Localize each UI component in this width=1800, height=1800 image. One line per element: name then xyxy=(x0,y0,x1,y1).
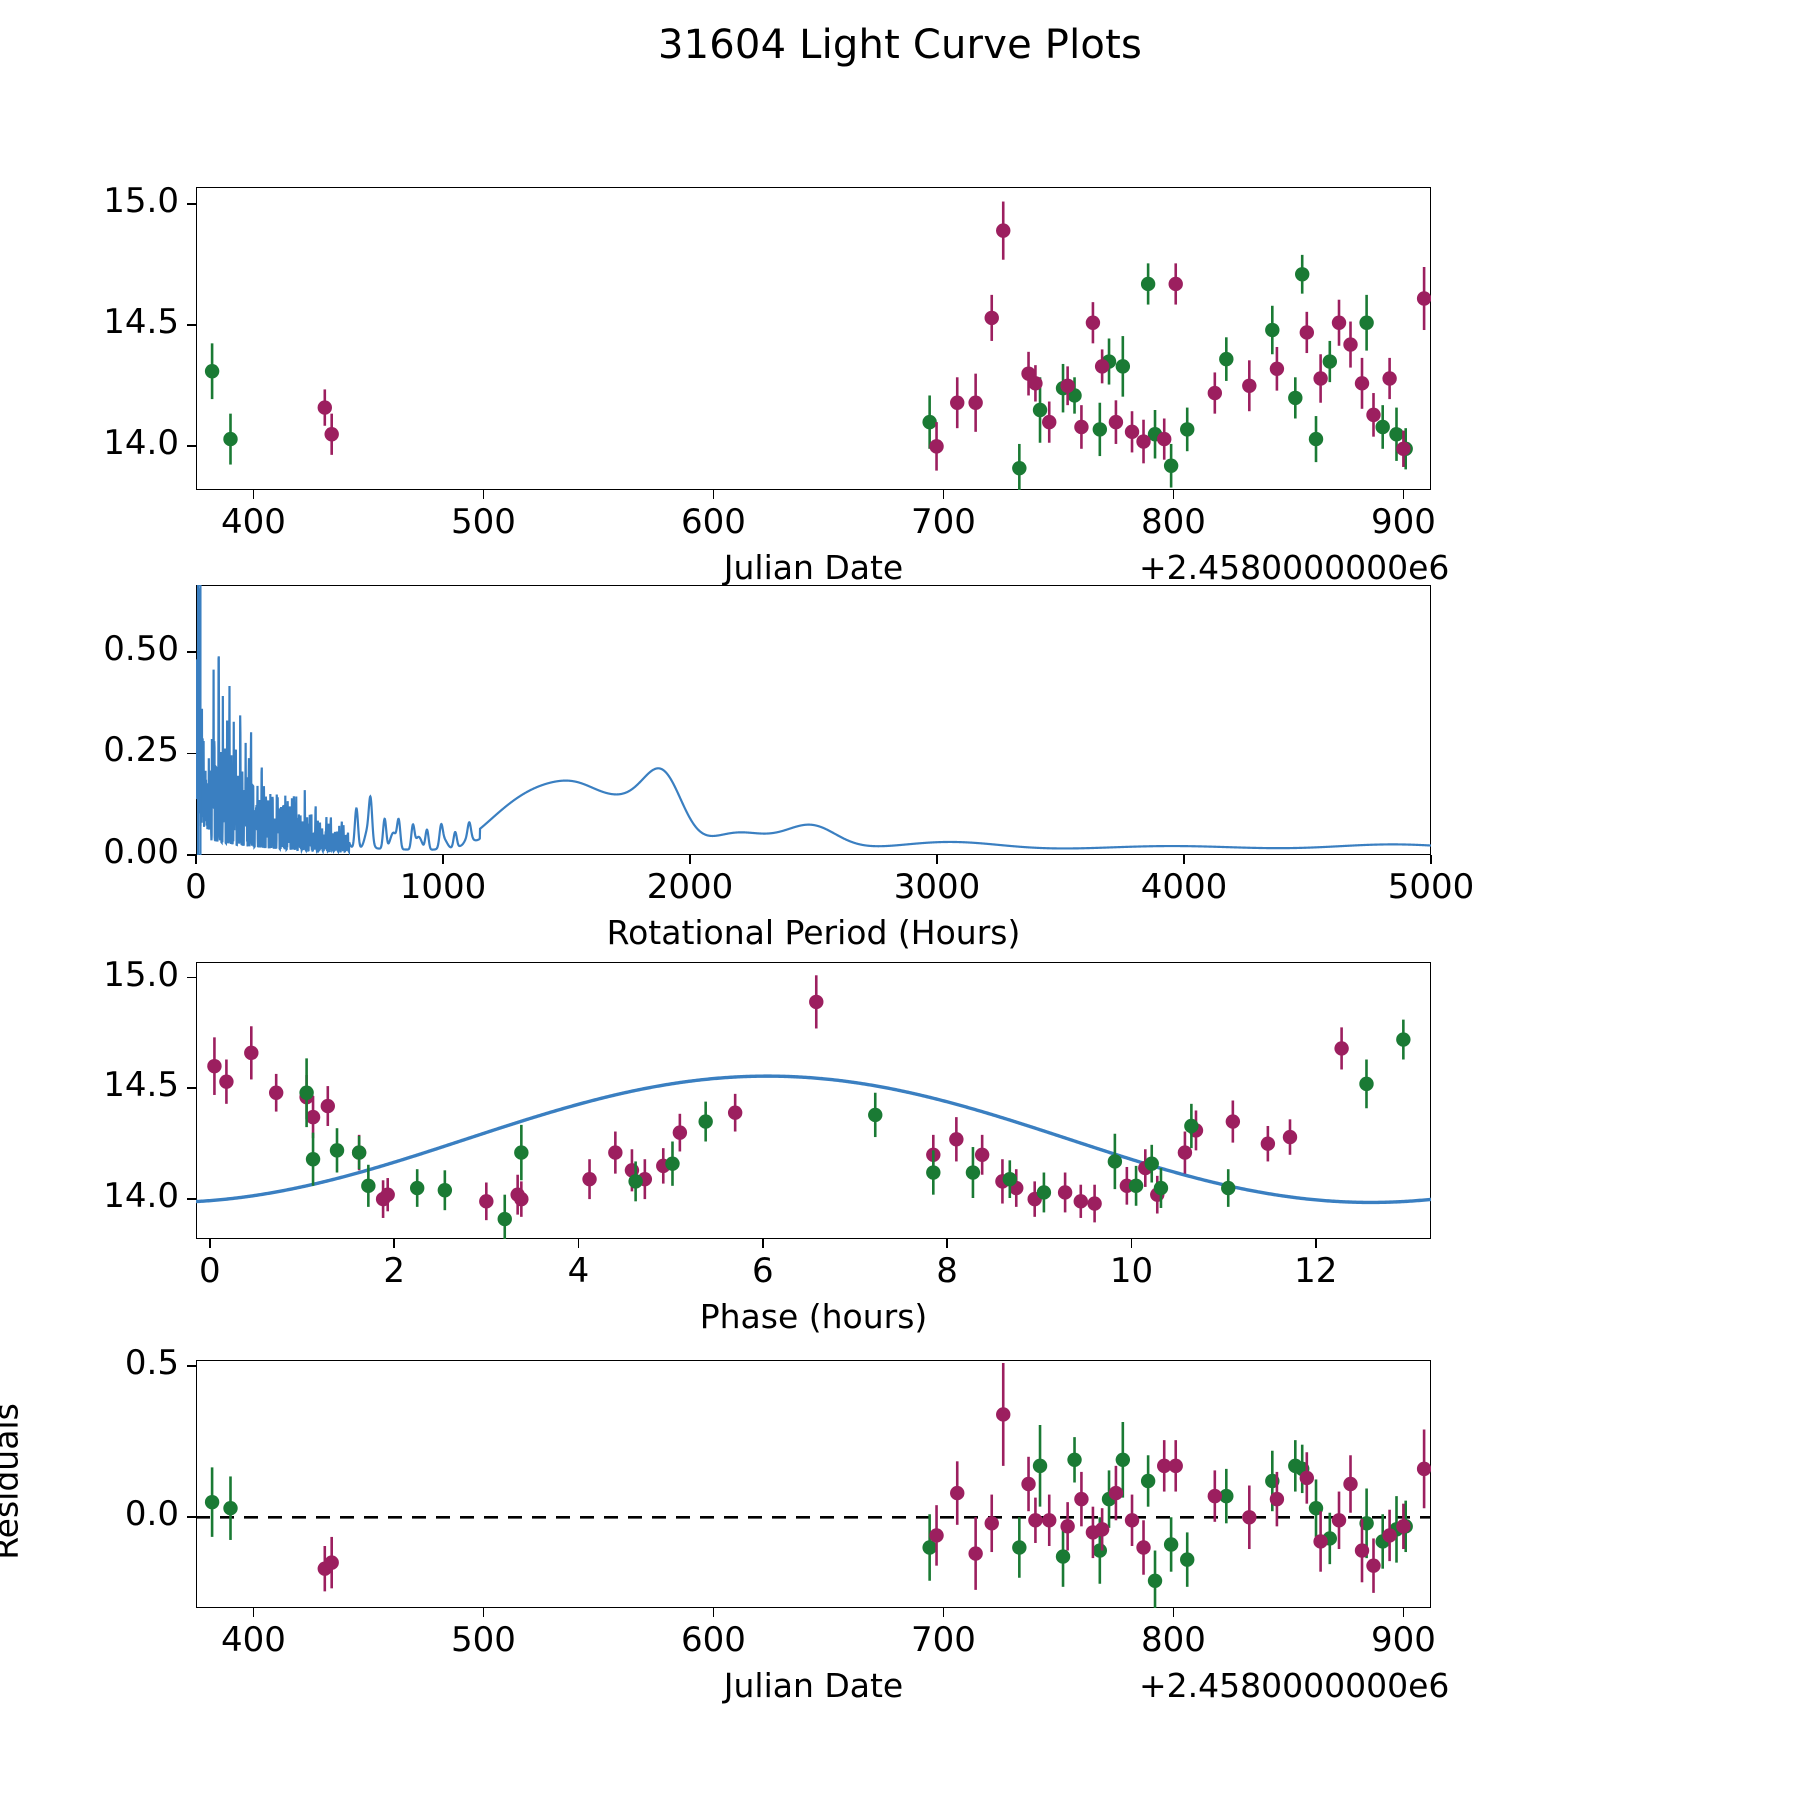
series-series_a xyxy=(317,201,1431,471)
x-tick-label: 0 xyxy=(185,867,207,907)
y-tick-mark xyxy=(187,324,196,327)
x-tick-label: 2 xyxy=(383,1251,405,1291)
x-tick-label: 4 xyxy=(567,1251,590,1291)
x-tick-mark xyxy=(195,855,197,864)
series-series_b xyxy=(204,254,1413,490)
y-tick-label: 0.0 xyxy=(124,1494,179,1535)
series-series_a xyxy=(317,1363,1431,1593)
page-title: 31604 Light Curve Plots xyxy=(657,22,1143,68)
y-tick-mark xyxy=(187,1365,196,1367)
panel4-plot-area xyxy=(196,1363,1431,1608)
x-tick-label: 6 xyxy=(751,1251,774,1291)
x-tick-mark xyxy=(946,1239,949,1248)
x-tick-label: 400 xyxy=(221,502,286,542)
y-tick-label: 14.5 xyxy=(103,1065,179,1106)
y-tick-mark xyxy=(187,1198,196,1200)
x-tick-label: 900 xyxy=(1370,1620,1436,1660)
y-tick-mark xyxy=(187,1516,196,1519)
y-tick-label: 0.5 xyxy=(124,1343,179,1384)
x-tick-label: 4000 xyxy=(1140,867,1228,907)
x-tick-mark xyxy=(936,855,938,864)
x-tick-mark xyxy=(442,855,444,864)
x-tick-mark xyxy=(252,1608,255,1617)
x-tick-label: 700 xyxy=(910,502,976,542)
y-tick-mark xyxy=(187,203,196,205)
x-tick-label: 500 xyxy=(451,1620,516,1660)
panel1-x-offset-text: +2.4580000000e6 xyxy=(1139,548,1450,587)
x-tick-label: 600 xyxy=(681,502,746,542)
series-series_b xyxy=(204,1422,1413,1608)
x-tick-mark xyxy=(1430,855,1432,864)
x-tick-label: 12 xyxy=(1294,1251,1338,1291)
x-tick-label: 900 xyxy=(1370,502,1436,542)
x-tick-mark xyxy=(1172,490,1175,499)
x-tick-mark xyxy=(1172,1608,1175,1617)
x-tick-mark xyxy=(208,1239,211,1248)
y-tick-label: 15.0 xyxy=(103,954,179,995)
x-tick-label: 8 xyxy=(936,1251,958,1291)
y-tick-label: 0.25 xyxy=(103,730,179,771)
panel1-plot-area xyxy=(204,201,1431,490)
x-tick-label: 400 xyxy=(221,1620,286,1660)
y-tick-mark xyxy=(187,651,196,653)
x-tick-label: 0 xyxy=(198,1251,221,1291)
y-tick-label: 15.0 xyxy=(103,180,179,221)
panel4-x-offset-text: +2.4580000000e6 xyxy=(1139,1666,1450,1705)
x-tick-label: 1000 xyxy=(399,867,487,907)
y-tick-mark xyxy=(187,1087,196,1090)
x-tick-mark xyxy=(761,1239,764,1248)
x-tick-mark xyxy=(482,490,485,499)
x-tick-mark xyxy=(252,490,255,499)
panel1-x-axis-label: Julian Date xyxy=(723,548,904,587)
x-tick-label: 700 xyxy=(910,1620,976,1660)
x-tick-mark xyxy=(1402,1608,1405,1617)
y-tick-mark xyxy=(187,752,196,755)
y-tick-mark xyxy=(187,445,196,448)
x-tick-label: 5000 xyxy=(1387,867,1475,907)
x-tick-label: 800 xyxy=(1140,502,1206,542)
panel4-x-axis-label: Julian Date xyxy=(723,1666,904,1705)
x-tick-mark xyxy=(689,855,691,864)
x-tick-label: 2000 xyxy=(646,867,734,907)
panel3-plot-area xyxy=(196,975,1431,1239)
sinusoid-model-curve xyxy=(196,1074,1431,1205)
x-tick-mark xyxy=(1130,1239,1133,1248)
series-series_a xyxy=(207,975,1349,1223)
x-tick-label: 800 xyxy=(1140,1620,1206,1660)
series-series_b xyxy=(299,1019,1411,1239)
x-tick-mark xyxy=(712,490,715,499)
panel2-plot-area xyxy=(196,585,1431,855)
x-tick-mark xyxy=(942,490,945,499)
y-tick-label: 0.50 xyxy=(103,628,179,669)
x-tick-mark xyxy=(393,1239,396,1248)
x-tick-label: 3000 xyxy=(893,867,981,907)
y-tick-mark xyxy=(187,854,196,856)
panel3-x-axis-label: Phase (hours) xyxy=(699,1297,928,1336)
panel2-axes-frame xyxy=(196,585,1431,855)
x-tick-label: 600 xyxy=(681,1620,746,1660)
periodogram-peak-spike xyxy=(196,585,202,855)
y-tick-label: 0.00 xyxy=(103,832,179,872)
x-tick-mark xyxy=(1402,490,1405,499)
periodogram-trace xyxy=(196,588,1431,855)
x-tick-label: 500 xyxy=(451,502,516,542)
x-tick-mark xyxy=(1183,855,1185,864)
x-tick-mark xyxy=(1314,1239,1317,1248)
x-tick-mark xyxy=(712,1608,715,1617)
panel2-x-axis-label: Rotational Period (Hours) xyxy=(606,913,1021,952)
y-tick-label: 14.0 xyxy=(103,1176,179,1217)
x-tick-label: 10 xyxy=(1109,1251,1154,1291)
y-tick-label: 14.0 xyxy=(103,423,179,464)
x-tick-mark xyxy=(577,1239,580,1248)
y-tick-label: 14.5 xyxy=(103,302,179,343)
x-tick-mark xyxy=(482,1608,485,1617)
x-tick-mark xyxy=(942,1608,945,1617)
y-tick-mark xyxy=(187,976,196,979)
